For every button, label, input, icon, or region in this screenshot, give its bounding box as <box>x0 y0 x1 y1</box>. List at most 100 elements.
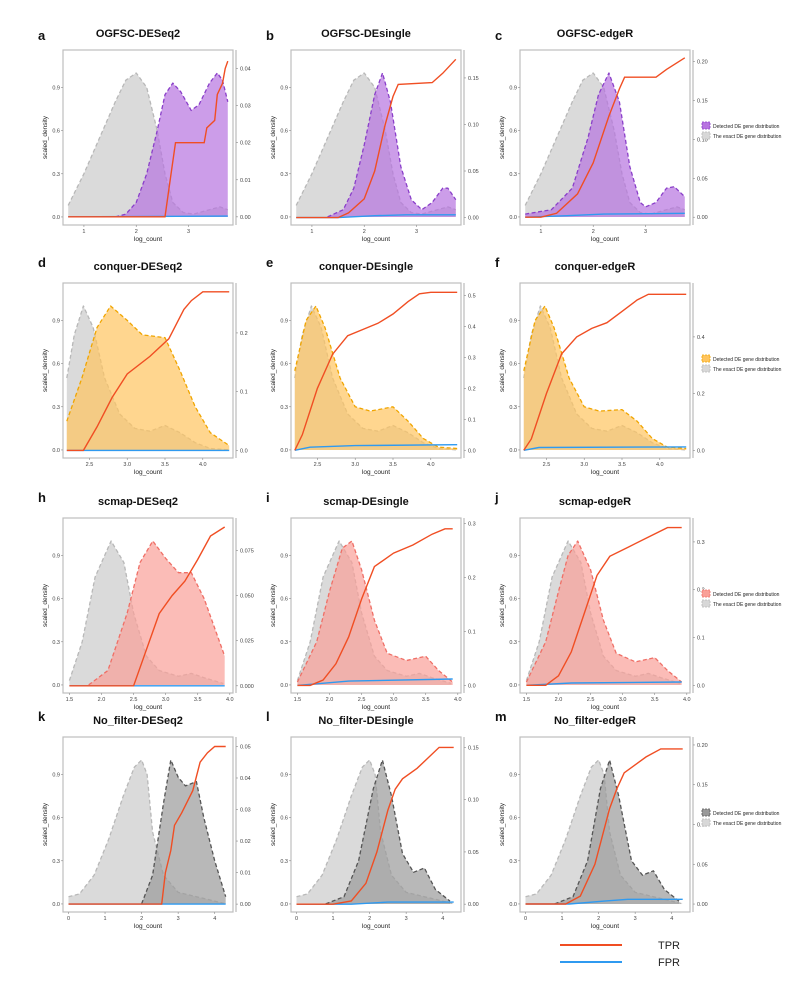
detected-density-outline <box>140 759 227 905</box>
x-tick-label: 2.5 <box>130 697 138 703</box>
x-axis-label: log_count <box>134 469 162 476</box>
x-axis-label: log_count <box>134 923 162 930</box>
panel-title: No_filter-DESeq2 <box>93 715 183 727</box>
y-axis-label: scaled_density <box>270 348 277 392</box>
y-tick-label: 0.3 <box>509 405 517 411</box>
x-tick-label: 2.0 <box>326 697 334 703</box>
panel-title: conquer-DESeq2 <box>94 261 183 273</box>
y-tick-label: 0.0 <box>280 448 288 454</box>
panel-letter: l <box>266 709 270 724</box>
y-tick-label: 0.9 <box>509 318 517 324</box>
y2-tick-label: 0.2 <box>468 575 476 581</box>
panel-letter: m <box>495 709 507 724</box>
panel-title: conquer-DEsingle <box>319 261 413 273</box>
y-tick-label: 0.9 <box>52 318 60 324</box>
y2-tick-label: 0.15 <box>468 76 479 82</box>
y2-tick-label: 0.00 <box>697 215 708 221</box>
y-axis-label: scaled_density <box>499 115 506 159</box>
legend-row-1: Detected DE gene distribution The exact D… <box>701 354 782 373</box>
y2-tick-label: 0.0 <box>240 448 248 454</box>
legend-row-2: Detected DE gene distribution The exact D… <box>701 589 782 608</box>
tpr-line <box>525 748 683 905</box>
y2-tick-label: 0.2 <box>697 392 705 398</box>
y2-tick-label: 0.1 <box>468 417 476 423</box>
x-tick-label: 2.5 <box>358 697 366 703</box>
y-tick-label: 0.0 <box>509 683 517 689</box>
x-axis-label: log_count <box>134 704 162 711</box>
detected-density-fill <box>525 73 685 217</box>
panel-title: conquer-edgeR <box>555 261 636 273</box>
x-tick-label: 3 <box>405 916 408 922</box>
legend-swatch-exact <box>701 364 711 373</box>
detected-density-outline <box>294 305 458 450</box>
x-tick-label: 4.0 <box>683 697 691 703</box>
y2-tick-label: 0.05 <box>468 169 479 175</box>
x-tick-label: 3 <box>177 916 180 922</box>
y-axis-label: scaled_density <box>270 583 277 627</box>
x-tick-label: 4.0 <box>454 697 462 703</box>
detected-density-fill <box>327 73 456 217</box>
y2-tick-label: 0.1 <box>697 636 705 642</box>
tpr-line <box>523 293 687 451</box>
y2-tick-label: 0.00 <box>240 902 251 908</box>
detected-density-fill <box>141 760 226 904</box>
y2-tick-label: 0.2 <box>240 331 248 337</box>
legend-swatch-detected <box>701 354 711 363</box>
detected-density-fill <box>297 541 453 685</box>
y2-tick-label: 0.05 <box>240 744 251 750</box>
y2-tick-label: 0.03 <box>240 104 251 110</box>
legend-label-fpr: FPR <box>658 957 680 969</box>
detected-density-outline <box>327 72 457 218</box>
detected-density-outline <box>296 540 454 683</box>
panel-letter: d <box>38 255 46 270</box>
legend-label-detected: Detected DE gene distribution <box>713 124 780 130</box>
y2-tick-label: 0.1 <box>468 629 476 635</box>
tpr-line <box>297 528 453 687</box>
y-tick-label: 0.6 <box>52 816 60 822</box>
x-tick-label: 3.5 <box>651 697 659 703</box>
panel-title: scmap-DEsingle <box>323 496 409 508</box>
detected-density-fill <box>554 760 680 904</box>
y2-tick-label: 0.00 <box>697 902 708 908</box>
y2-tick-label: 0.0 <box>697 448 705 454</box>
exact-density-fill <box>69 541 224 685</box>
x-tick-label: 1 <box>561 916 564 922</box>
panel-c: c OGFSC-edgeR 0.0 0.3 0.6 0.9 1 2 3 log_count scal… <box>495 28 708 243</box>
x-axis-label: log_count <box>362 923 390 930</box>
y2-tick-label: 0.02 <box>240 839 251 845</box>
legend-row-3: Detected DE gene distribution The exact D… <box>701 808 782 827</box>
y-tick-label: 0.3 <box>52 172 60 178</box>
x-tick-label: 1 <box>539 229 542 235</box>
x-tick-label: 3.0 <box>619 697 627 703</box>
x-tick-label: 0 <box>67 916 70 922</box>
panel-letter: c <box>495 28 502 43</box>
x-tick-label: 2 <box>363 229 366 235</box>
exact-density-fill <box>68 73 228 217</box>
x-tick-label: 1.5 <box>66 697 74 703</box>
y2-tick-label: 0.0 <box>697 683 705 689</box>
detected-density-outline <box>525 540 683 683</box>
x-tick-label: 3.5 <box>389 462 397 468</box>
x-tick-label: 3.5 <box>194 697 202 703</box>
x-tick-label: 4.0 <box>226 697 234 703</box>
y-tick-label: 0.9 <box>280 772 288 778</box>
panel-letter: i <box>266 490 270 505</box>
x-tick-label: 3 <box>187 229 190 235</box>
fpr-line <box>523 446 687 451</box>
y-tick-label: 0.6 <box>280 362 288 368</box>
x-axis-label: log_count <box>362 469 390 476</box>
y2-tick-label: 0.04 <box>240 67 251 73</box>
x-tick-label: 3.0 <box>390 697 398 703</box>
exact-density-fill <box>68 760 226 904</box>
y-tick-label: 0.0 <box>280 902 288 908</box>
y-tick-label: 0.9 <box>52 553 60 559</box>
tpr-line <box>69 526 226 687</box>
y2-tick-label: 0.025 <box>240 639 254 645</box>
y-axis-label: scaled_density <box>42 802 49 846</box>
panel-title: scmap-DESeq2 <box>98 496 178 508</box>
x-tick-label: 3.5 <box>422 697 430 703</box>
legend-swatch-exact <box>701 818 711 827</box>
y-tick-label: 0.9 <box>52 85 60 91</box>
y-axis-label: scaled_density <box>499 802 506 846</box>
